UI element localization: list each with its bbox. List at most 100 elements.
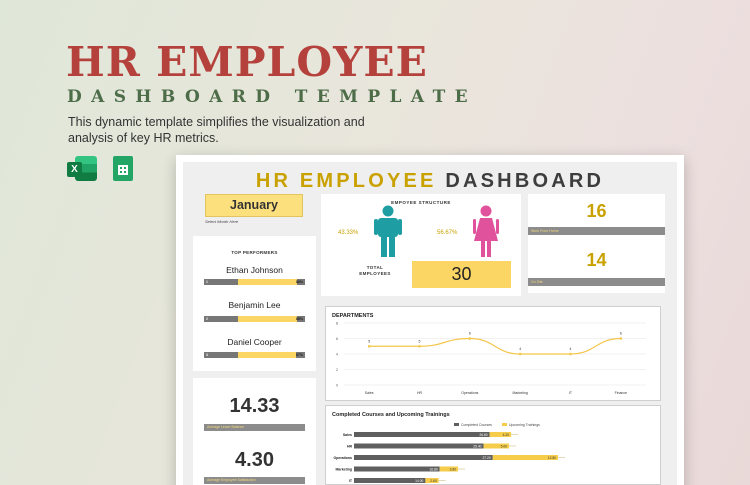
performer-score: 88% [295, 317, 303, 321]
data-label: 2.60 [430, 479, 437, 483]
departments-chart-title: DEPARTMENTS [332, 313, 374, 319]
data-label: 4.20 [503, 433, 510, 437]
data-label: 4 [570, 347, 572, 351]
excel-icon[interactable]: X [67, 156, 97, 181]
performer-bar: 2 88% [204, 316, 305, 322]
performer-score: 87% [295, 353, 303, 357]
y-tick-label: Operations [334, 456, 353, 460]
data-label: 25.40 [473, 444, 481, 448]
trainings-chart-card: Completed Courses and Upcoming Trainings… [325, 405, 661, 485]
google-sheets-icon[interactable] [109, 156, 139, 181]
hero-subtitle: DASHBOARD TEMPLATE [67, 87, 477, 107]
series-line [369, 337, 621, 355]
dashboard-title-part2: DASHBOARD [445, 170, 605, 192]
leave-balance-label: Average Leave Balance [204, 424, 305, 431]
data-label: 5 [368, 339, 370, 343]
y-tick-label: 6 [336, 337, 338, 341]
satisfaction-label: Average Employee Satisfaction [204, 477, 305, 484]
performer-name: Daniel Cooper [227, 337, 282, 347]
data-label: 16.80 [429, 467, 437, 471]
upcoming-bar [483, 443, 510, 449]
x-tick-label: IT [569, 391, 573, 395]
data-point [518, 352, 522, 356]
legend-label: Upcoming Trainings [509, 423, 540, 427]
excel-letter: X [67, 162, 82, 177]
hero-description: This dynamic template simplifies the vis… [68, 115, 365, 145]
data-label: 6 [469, 332, 471, 336]
upcoming-bar [425, 478, 439, 483]
top-performers-card: TOP PERFORMERS Ethan Johnson 1 88% Benja… [193, 236, 316, 371]
data-point [619, 337, 623, 340]
performer-bar-fill [238, 279, 297, 285]
performer-bar-start: 1 [206, 280, 208, 284]
performer-bar: 1 88% [204, 279, 305, 285]
x-tick-label: Finance [615, 391, 628, 395]
data-label: 26.60 [479, 433, 487, 437]
hero-title: HR EMPLOYEE [66, 38, 428, 86]
completed-bar [354, 443, 484, 449]
month-hint: Select Month Here [205, 219, 239, 224]
legend-label: Completed Courses [461, 423, 492, 427]
performer-bar-fill [238, 316, 297, 322]
x-tick-label: Marketing [512, 391, 527, 395]
employee-structure-heading: EMPOYEE STRUCTURE [391, 200, 451, 205]
total-label-line2: EMPLOYEES [359, 271, 391, 276]
x-tick-label: HR [417, 391, 423, 395]
trainings-chart-title: Completed Courses and Upcoming Trainings [332, 412, 450, 418]
performer-name: Benjamin Lee [228, 300, 281, 310]
data-point [569, 352, 572, 356]
completed-bar [354, 455, 493, 460]
performer-name: Ethan Johnson [226, 265, 283, 275]
work-from-home-value: 16 [586, 201, 607, 221]
departments-chart-card: DEPARTMENTS 0 2 4 6 8 5 Sales 5 HR 6 Operations 4 Ma… [325, 306, 661, 401]
male-percentage: 43.33% [338, 230, 359, 236]
y-tick-label: 8 [336, 322, 338, 326]
data-label: 4 [519, 347, 521, 351]
data-point [367, 344, 371, 348]
y-tick-label: IT [349, 479, 353, 483]
data-point [418, 344, 421, 348]
legend-swatch [502, 423, 507, 426]
data-label: 14.00 [415, 479, 423, 483]
data-label: 6 [620, 332, 622, 336]
data-point [468, 337, 472, 340]
performer-score: 88% [295, 280, 303, 284]
departments-line-chart: 0 2 4 6 8 5 Sales 5 HR 6 Operations 4 Marketing 4 IT 6 F… [336, 322, 646, 395]
total-employees-label: TOTAL EMPLOYEES [354, 265, 396, 277]
female-icon [473, 205, 499, 257]
legend-swatch [454, 423, 459, 426]
x-tick-label: Operations [461, 391, 478, 395]
on-site-value: 14 [586, 250, 607, 270]
month-selector[interactable]: January [205, 194, 303, 217]
x-tick-label: Sales [365, 391, 374, 395]
y-tick-label: HR [347, 445, 353, 449]
performer-bar: 3 87% [204, 352, 305, 358]
data-label: 5 [419, 339, 421, 343]
work-from-home-label: Work From Home [528, 227, 665, 235]
data-label: 3.60 [450, 467, 457, 471]
female-percentage: 56.67% [437, 230, 458, 236]
upcoming-bar [439, 466, 459, 472]
data-label: 12.80 [548, 456, 556, 460]
completed-bar [354, 466, 440, 472]
trainings-bar-chart: Completed Courses Upcoming Trainings Sales… [334, 423, 565, 483]
performer-bar-start: 3 [206, 353, 208, 357]
satisfaction-value: 4.30 [235, 449, 274, 471]
leave-balance-value: 14.33 [229, 395, 280, 417]
y-tick-label: 2 [336, 368, 338, 372]
data-label: 27.20 [482, 456, 490, 460]
male-icon [374, 205, 402, 257]
upcoming-bar [489, 432, 512, 437]
top-performers-heading: TOP PERFORMERS [231, 250, 278, 255]
y-tick-label: Sales [343, 433, 352, 437]
y-tick-label: 0 [336, 384, 338, 388]
dashboard-title: HR EMPLOYEE DASHBOARD [183, 170, 677, 193]
on-site-label: On Site [528, 278, 665, 286]
dashboard-title-part1: HR EMPLOYEE [255, 170, 437, 192]
total-label-line1: TOTAL [366, 265, 384, 270]
performer-bar-start: 2 [206, 317, 208, 321]
total-employees-value: 30 [412, 261, 511, 288]
completed-bar [354, 478, 426, 483]
y-tick-label: Marketing [335, 468, 352, 472]
app-icons: X [67, 156, 139, 181]
